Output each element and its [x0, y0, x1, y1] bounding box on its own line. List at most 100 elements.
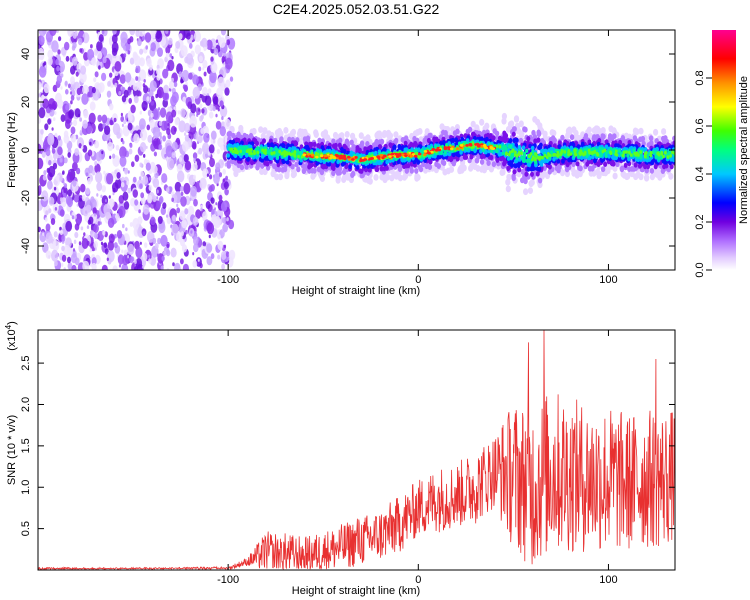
noise-blob — [200, 128, 205, 134]
ridge-blob — [530, 171, 534, 177]
ridge-blob — [489, 154, 494, 161]
ridge-blob — [560, 134, 565, 141]
noise-blob — [91, 169, 96, 176]
ridge-blob — [506, 173, 512, 181]
noise-blob — [164, 153, 167, 158]
noise-blob — [120, 31, 128, 44]
noise-blob — [66, 171, 74, 183]
noise-blob — [218, 172, 223, 178]
ridge-blob — [648, 135, 654, 142]
noise-blob — [133, 95, 139, 104]
noise-blob — [67, 256, 71, 264]
noise-blob — [86, 204, 92, 213]
noise-blob — [142, 265, 145, 269]
noise-blob — [142, 175, 149, 185]
noise-blob — [129, 222, 133, 227]
ridge-blob — [513, 115, 520, 123]
noise-blob — [51, 127, 54, 131]
noise-blob — [193, 236, 199, 246]
ridge-blob — [505, 185, 511, 193]
noise-blob — [150, 128, 154, 132]
noise-blob — [79, 129, 82, 134]
noise-blob — [71, 264, 77, 270]
noise-blob — [67, 30, 74, 38]
ridge-blob — [672, 135, 675, 142]
noise-blob — [61, 235, 66, 242]
noise-blob — [215, 202, 218, 206]
noise-blob — [57, 135, 61, 141]
noise-blob — [106, 90, 112, 98]
noise-blob — [91, 257, 97, 266]
noise-blob — [59, 229, 64, 236]
noise-blob — [202, 59, 208, 69]
noise-blob — [177, 170, 185, 183]
noise-blob — [167, 59, 175, 72]
noise-blob — [200, 114, 204, 120]
noise-blob — [38, 51, 45, 61]
ridge-blob — [600, 166, 606, 173]
noise-blob — [182, 263, 189, 270]
noise-blob — [190, 230, 193, 234]
ridge-blob — [610, 134, 616, 140]
noise-blob — [103, 170, 106, 175]
noise-blob — [91, 86, 96, 94]
noise-blob — [88, 216, 94, 225]
noise-blob — [159, 107, 167, 118]
noise-blob — [56, 65, 60, 72]
noise-blob — [123, 53, 127, 58]
ridge-blob — [445, 167, 451, 175]
noise-blob — [65, 195, 73, 206]
noise-blob — [141, 100, 148, 111]
noise-blob — [202, 211, 208, 220]
noise-blob — [108, 138, 111, 143]
ridge-blob — [250, 160, 254, 166]
noise-blob — [93, 77, 97, 83]
noise-blob — [143, 79, 146, 83]
noise-blob — [42, 174, 47, 181]
noise-blob — [118, 264, 122, 268]
noise-blob — [70, 95, 75, 101]
noise-blob — [220, 251, 227, 260]
noise-blob — [101, 30, 105, 35]
noise-blob — [229, 76, 234, 82]
noise-blob — [197, 258, 200, 262]
noise-blob — [67, 247, 74, 256]
ridge-blob — [668, 172, 674, 180]
noise-blob — [209, 70, 217, 84]
noise-blob — [207, 184, 210, 188]
noise-blob — [192, 216, 199, 226]
noise-blob — [134, 55, 141, 67]
noise-blob — [85, 172, 89, 177]
noise-blob — [166, 217, 171, 225]
ridge-blob — [594, 125, 600, 133]
noise-blob — [38, 81, 42, 90]
noise-blob — [183, 84, 188, 92]
ridge-blob — [385, 131, 391, 139]
noise-blob — [192, 252, 195, 256]
noise-blob — [206, 222, 215, 235]
noise-blob — [174, 181, 182, 193]
noise-blob — [206, 243, 213, 253]
noise-blob — [182, 141, 189, 152]
noise-blob — [74, 148, 80, 156]
noise-blob — [138, 91, 142, 97]
ridge-blob — [440, 159, 446, 166]
noise-blob — [171, 141, 178, 152]
noise-blob — [82, 84, 89, 96]
ridge-blob — [661, 128, 667, 135]
noise-blob — [76, 87, 82, 96]
noise-blob — [149, 80, 157, 92]
noise-blob — [144, 242, 148, 248]
noise-blob — [82, 145, 88, 153]
noise-blob — [150, 95, 155, 102]
noise-blob — [132, 218, 140, 230]
noise-blob — [150, 30, 157, 39]
noise-blob — [137, 136, 140, 142]
noise-blob — [166, 187, 170, 193]
ridge-blob — [312, 141, 317, 147]
noise-blob — [127, 243, 135, 255]
noise-blob — [129, 30, 136, 36]
noise-blob — [124, 72, 132, 83]
noise-blob — [112, 182, 119, 193]
